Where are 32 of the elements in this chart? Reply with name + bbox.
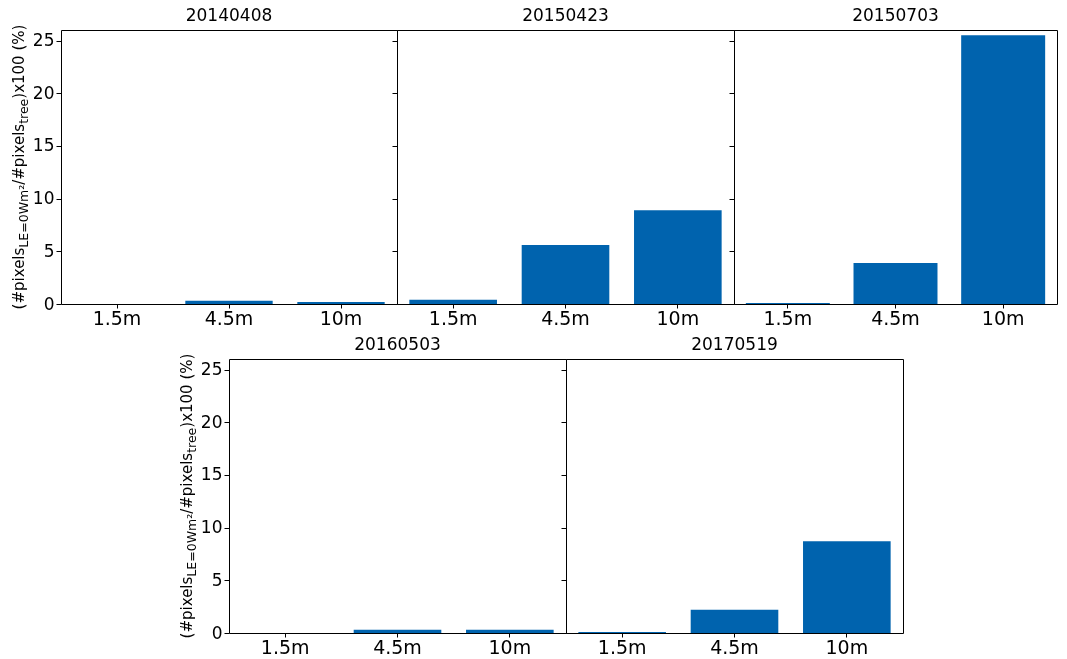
x-tick-label: 1.5m [428, 306, 478, 329]
x-tick-label: 1.5m [260, 635, 310, 658]
y-tick-label: 5 [43, 240, 55, 261]
x-tick-label: 10m [825, 635, 869, 658]
x-tick-label: 4.5m [204, 306, 254, 329]
x-tick-label: 1.5m [92, 306, 142, 329]
x-tick-label: 4.5m [871, 306, 920, 329]
x-tick-label: 1.5m [597, 635, 647, 658]
y-tick-label: 20 [32, 82, 55, 103]
chart-title: 20150703 [852, 5, 939, 25]
x-tick-label: 4.5m [710, 635, 759, 658]
x-tick-label: 10m [488, 635, 532, 658]
chart-title: 20140408 [185, 5, 273, 25]
y-tick-label: 0 [43, 293, 55, 314]
y-tick-label: 10 [200, 517, 223, 538]
y-tick-label: 25 [200, 359, 223, 380]
chart-title: 20160503 [354, 334, 441, 354]
x-tick-label: 10m [981, 306, 1025, 329]
y-tick-label: 5 [211, 569, 223, 590]
y-tick-label: 20 [200, 411, 223, 432]
x-tick-label: 10m [656, 306, 700, 329]
y-tick-label: 25 [32, 30, 55, 51]
y-tick-label: 0 [211, 622, 223, 643]
chart-title: 20150423 [522, 5, 609, 25]
y-tick-label: 15 [200, 464, 223, 485]
x-tick-label: 4.5m [373, 635, 422, 658]
x-tick-label: 10m [319, 306, 363, 329]
y-tick-label: 10 [32, 188, 55, 209]
y-tick-label: 15 [32, 135, 55, 156]
x-tick-label: 4.5m [541, 306, 590, 329]
x-tick-label: 1.5m [763, 306, 813, 329]
chart-title: 20170519 [691, 334, 778, 354]
